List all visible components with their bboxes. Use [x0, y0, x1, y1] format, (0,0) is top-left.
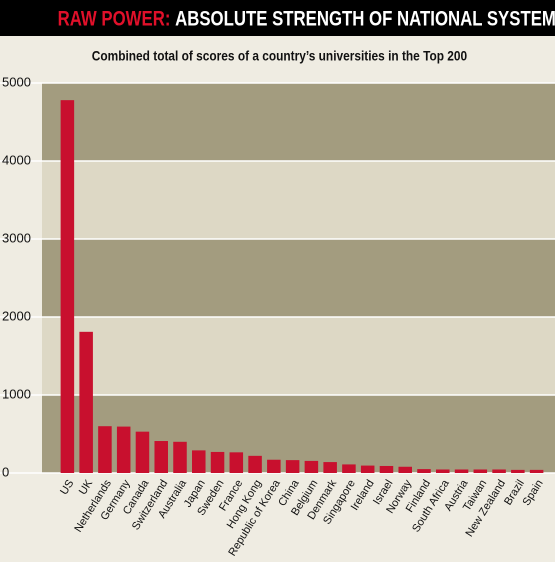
- bar: [267, 459, 281, 473]
- bar: [417, 469, 431, 473]
- bar: [323, 462, 337, 473]
- title-text: ABSOLUTE STRENGTH OF NATIONAL SYSTEMS: [175, 8, 555, 31]
- bar: [98, 426, 112, 473]
- bar: [79, 331, 93, 473]
- grid-band: [42, 83, 555, 161]
- y-tick-label: 4000: [2, 152, 31, 167]
- bar: [511, 469, 525, 473]
- header-bar: [0, 0, 555, 36]
- chart-title: RAW POWER: ABSOLUTE STRENGTH OF NATIONAL…: [58, 8, 555, 31]
- bar: [304, 460, 319, 473]
- bar: [529, 469, 544, 473]
- bar: [135, 431, 150, 473]
- y-tick-label: 1000: [2, 386, 31, 401]
- bar: [116, 426, 131, 473]
- bar: [248, 455, 262, 473]
- grid-band: [42, 161, 555, 239]
- bar: [154, 441, 168, 473]
- bar: [379, 465, 394, 473]
- title-highlight: RAW POWER:: [58, 8, 171, 31]
- grid-band: [42, 239, 555, 317]
- subtitle: Combined total of scores of a country’s …: [92, 48, 467, 64]
- y-tick-label: 5000: [2, 74, 31, 89]
- bar: [342, 464, 356, 473]
- y-tick-label: 3000: [2, 230, 31, 245]
- bar: [473, 469, 488, 473]
- bar: [173, 441, 187, 473]
- bar: [492, 469, 506, 473]
- bar: [60, 100, 75, 473]
- bar: [192, 450, 206, 473]
- bar: [229, 452, 244, 473]
- bar: [210, 451, 225, 473]
- bar: [436, 469, 450, 473]
- grid-band: [42, 317, 555, 395]
- bar: [360, 465, 375, 473]
- bar: [398, 466, 412, 473]
- bar: [454, 469, 469, 473]
- bar: [285, 460, 300, 473]
- y-tick-label: 0: [2, 464, 9, 479]
- y-tick-label: 2000: [2, 308, 31, 323]
